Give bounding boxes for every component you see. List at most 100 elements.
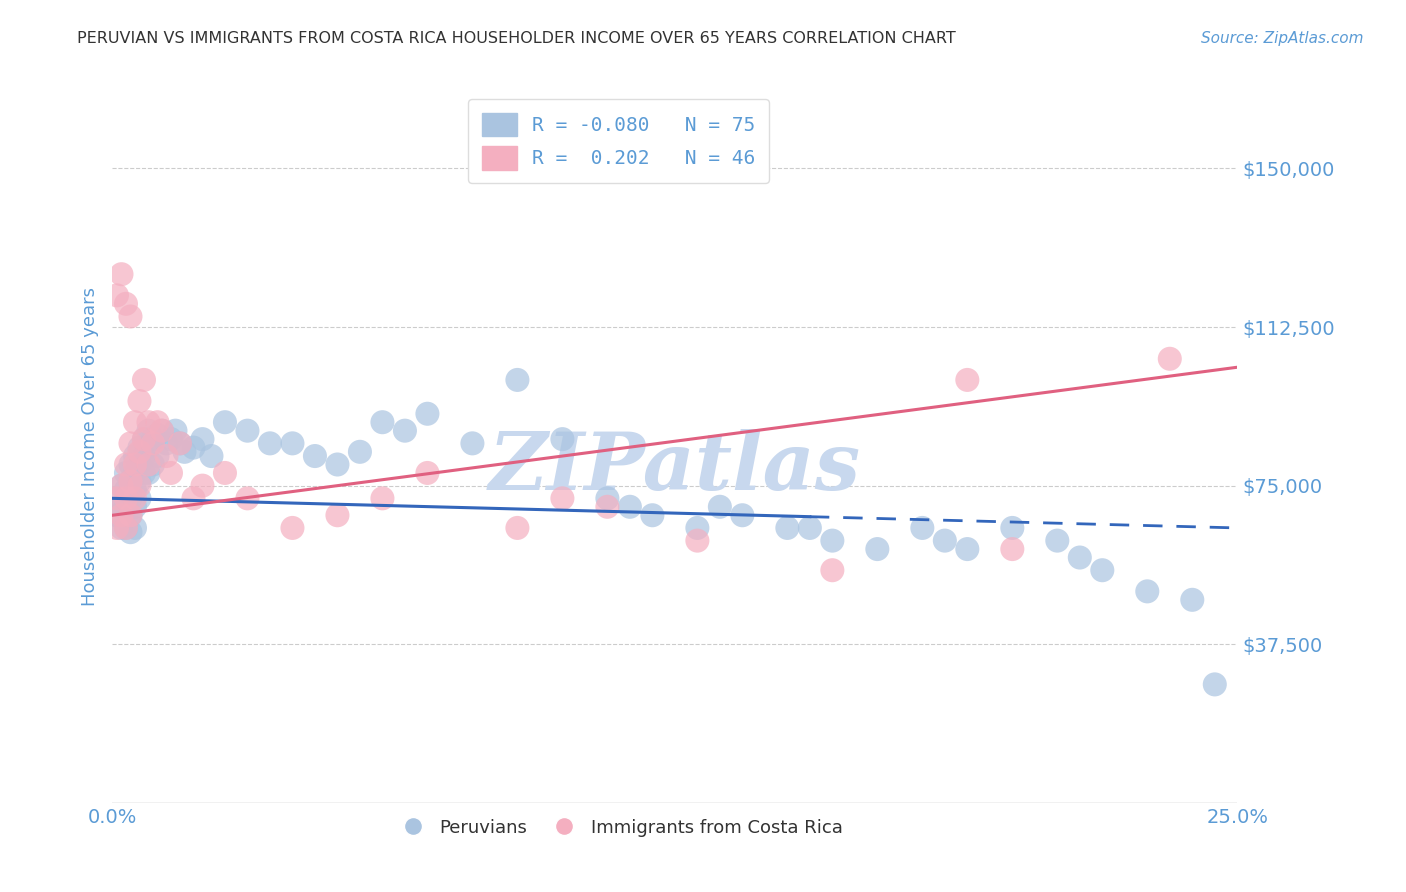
Point [142, 432, 165, 446]
Point [120, 508, 142, 523]
Point [132, 373, 155, 387]
Y-axis label: Householder Income Over 65 years: Householder Income Over 65 years [80, 286, 98, 606]
Point [124, 521, 146, 535]
Point [183, 441, 205, 455]
Point [551, 491, 574, 506]
Point [120, 508, 142, 523]
Point [124, 449, 146, 463]
Point [150, 424, 173, 438]
Point [1069, 550, 1091, 565]
Point [200, 449, 222, 463]
Point [349, 445, 371, 459]
Point [956, 542, 979, 557]
Point [142, 436, 165, 450]
Point [1159, 351, 1181, 366]
Point [155, 449, 177, 463]
Point [110, 478, 132, 492]
Point [110, 508, 132, 523]
Point [551, 432, 574, 446]
Legend: Peruvians, Immigrants from Costa Rica: Peruvians, Immigrants from Costa Rica [388, 812, 849, 844]
Point [105, 508, 128, 523]
Point [128, 478, 150, 492]
Point [138, 415, 160, 429]
Point [132, 466, 155, 480]
Point [120, 475, 142, 489]
Point [115, 297, 138, 311]
Point [326, 508, 349, 523]
Point [115, 500, 138, 514]
Point [155, 436, 177, 450]
Point [110, 500, 132, 514]
Point [138, 466, 160, 480]
Point [124, 415, 146, 429]
Point [821, 533, 844, 548]
Point [110, 267, 132, 281]
Point [115, 483, 138, 497]
Point [124, 483, 146, 497]
Point [1136, 584, 1159, 599]
Point [120, 436, 142, 450]
Point [138, 441, 160, 455]
Point [214, 415, 236, 429]
Point [394, 424, 416, 438]
Point [461, 436, 484, 450]
Point [259, 436, 281, 450]
Point [191, 478, 214, 492]
Point [596, 500, 619, 514]
Point [124, 491, 146, 506]
Point [326, 458, 349, 472]
Point [956, 373, 979, 387]
Point [641, 508, 664, 523]
Point [115, 458, 138, 472]
Point [115, 521, 138, 535]
Point [776, 521, 799, 535]
Point [146, 428, 169, 442]
Point [115, 521, 138, 535]
Text: PERUVIAN VS IMMIGRANTS FROM COSTA RICA HOUSEHOLDER INCOME OVER 65 YEARS CORRELAT: PERUVIAN VS IMMIGRANTS FROM COSTA RICA H… [77, 31, 956, 46]
Point [128, 394, 150, 409]
Point [371, 415, 394, 429]
Point [105, 521, 128, 535]
Point [120, 310, 142, 324]
Point [236, 424, 259, 438]
Point [416, 407, 439, 421]
Point [132, 432, 155, 446]
Point [146, 449, 169, 463]
Point [169, 436, 191, 450]
Point [138, 424, 160, 438]
Point [1001, 521, 1024, 535]
Point [866, 542, 889, 557]
Point [165, 424, 187, 438]
Point [128, 475, 150, 489]
Point [236, 491, 259, 506]
Point [1181, 592, 1204, 607]
Point [799, 521, 821, 535]
Point [709, 500, 731, 514]
Point [110, 521, 132, 535]
Point [160, 432, 183, 446]
Point [128, 458, 150, 472]
Point [281, 436, 304, 450]
Point [138, 458, 160, 472]
Point [160, 466, 183, 480]
Point [128, 445, 150, 459]
Point [821, 563, 844, 577]
Point [1046, 533, 1069, 548]
Point [120, 475, 142, 489]
Point [128, 441, 150, 455]
Point [416, 466, 439, 480]
Point [686, 521, 709, 535]
Point [110, 478, 132, 492]
Point [281, 521, 304, 535]
Text: ZIPatlas: ZIPatlas [489, 429, 860, 506]
Point [120, 525, 142, 540]
Point [686, 533, 709, 548]
Point [371, 491, 394, 506]
Point [115, 466, 138, 480]
Point [173, 445, 195, 459]
Point [120, 458, 142, 472]
Point [132, 449, 155, 463]
Point [183, 491, 205, 506]
Point [105, 288, 128, 302]
Point [169, 436, 191, 450]
